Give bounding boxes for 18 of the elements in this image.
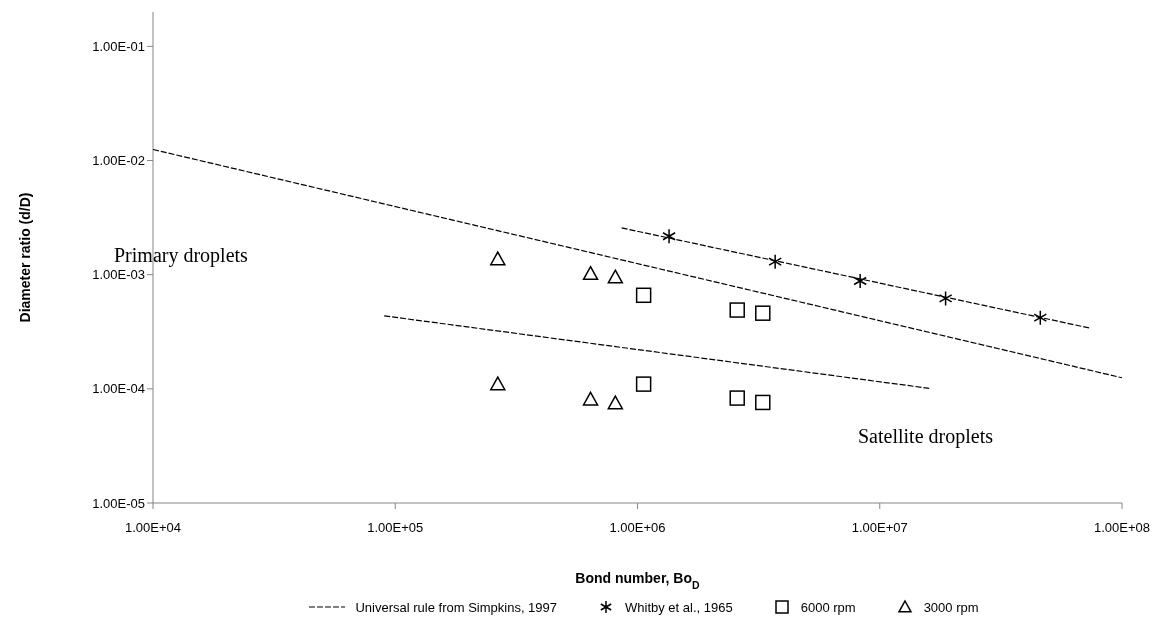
x-tick-label: 1.00E+07: [851, 520, 908, 536]
legend-label: 6000 rpm: [800, 599, 856, 615]
x-tick-label: 1.00E+08: [1093, 520, 1151, 536]
legend-label: 3000 rpm: [923, 599, 979, 615]
y-tick-label: 1.00E-05: [92, 495, 145, 511]
y-tick-label: 1.00E-04: [92, 381, 145, 397]
legend-label: Whitby et al., 1965: [625, 599, 733, 615]
x-tick-label: 1.00E+05: [367, 520, 424, 536]
y-tick-label: 1.00E-03: [92, 267, 145, 283]
y-tick-label: 1.00E-02: [92, 153, 145, 169]
annotation: Primary droplets: [114, 244, 248, 267]
x-axis-title: Bond number, Bo$_{D}$: [575, 570, 701, 591]
legend-label: Universal rule from Simpkins, 1997: [355, 599, 558, 615]
y-axis-title: Diameter ratio (d/D): [17, 192, 33, 323]
x-tick-label: 1.00E+06: [609, 520, 666, 536]
annotation: Satellite droplets: [858, 425, 993, 448]
x-tick-label: 1.00E+04: [124, 520, 182, 536]
y-tick-label: 1.00E-01: [92, 38, 145, 54]
